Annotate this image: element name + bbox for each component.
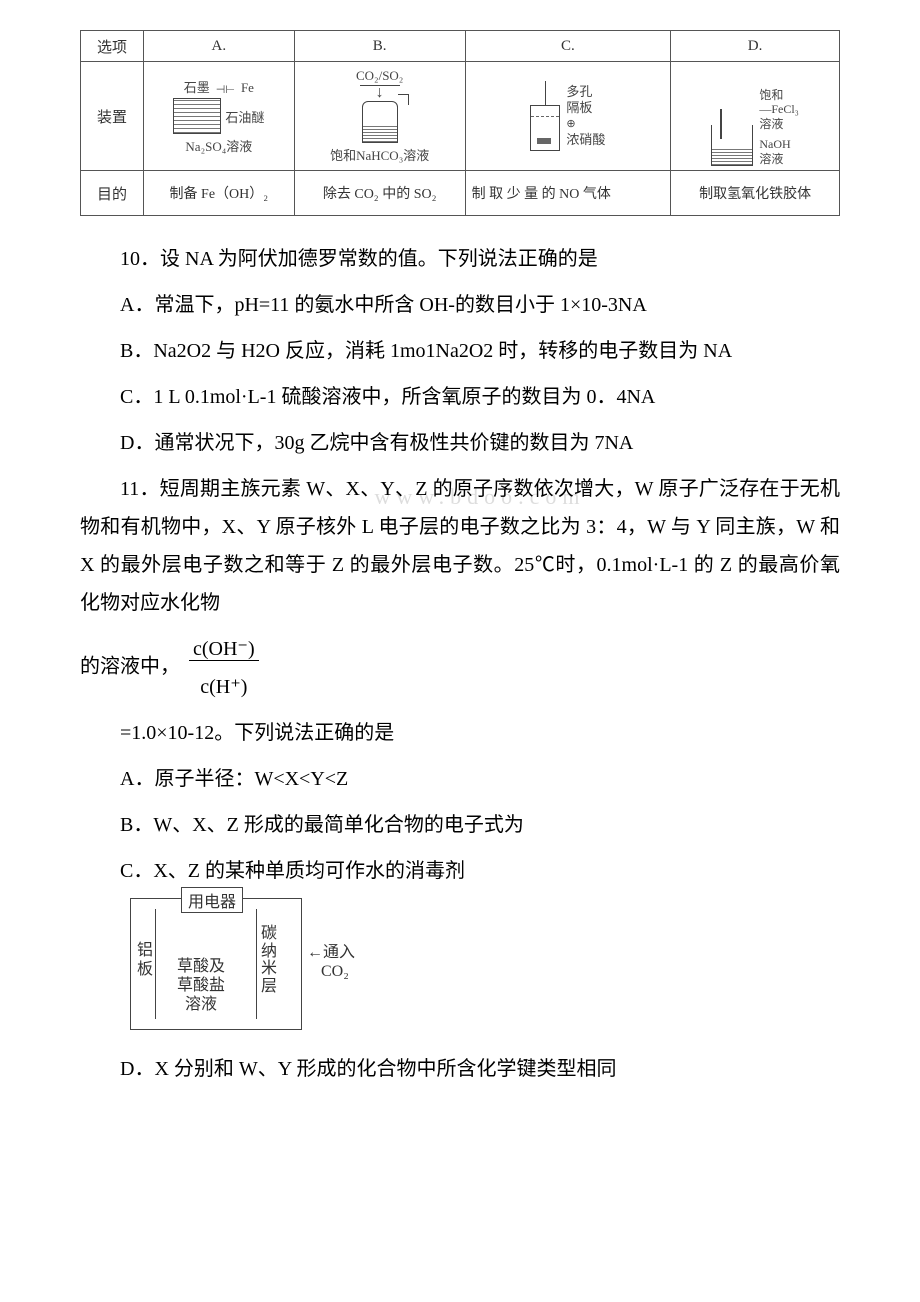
flask-icon: [362, 101, 398, 143]
circuit-left2: 板: [137, 960, 153, 979]
col-d: D.: [671, 31, 840, 62]
circuit-right: 碳 纳 米 层: [261, 925, 277, 995]
circuit-left1: 铝: [137, 941, 153, 960]
device-d: 饱和 —FeCl₃ 溶液 NaOH 溶液: [671, 62, 840, 171]
dev-b-l1: CO₂/SO₂: [356, 68, 403, 84]
frac-den: c(H⁺): [196, 676, 251, 698]
q11-frac-label: 的溶液中，: [80, 656, 180, 678]
tube-icon: [530, 105, 560, 151]
purpose-c: 制 取 少 量 的 NO 气体: [465, 171, 671, 216]
dev-b-l2: 饱和NaHCO₃溶液: [330, 145, 429, 164]
q11-stem-text: 11．短周期主族元素 W、X、Y、Z 的原子序数依次增大，W 原子广泛存在于无机…: [80, 478, 840, 614]
dev-d-l4: NaOH: [759, 137, 799, 151]
circuit-left: 铝 板: [137, 941, 153, 979]
q11-stem: www.bdoo.com 11．短周期主族元素 W、X、Y、Z 的原子序数依次增…: [80, 470, 840, 622]
purpose-a: 制备 Fe（OH）₂: [144, 171, 295, 216]
circuit-top: 用电器: [181, 887, 243, 913]
beaker-icon: [173, 98, 221, 134]
device-c: 多孔 隔板 ⊕ 浓硝酸: [465, 62, 671, 171]
q10-c: C．1 L 0.1mol·L-1 硫酸溶液中，所含氧原子的数目为 0．4NA: [80, 378, 840, 416]
circuit-mid: 草酸及 草酸盐 溶液: [177, 957, 225, 1015]
q11-b: B．W、X、Z 形成的最简单化合物的电子式为: [80, 806, 840, 844]
circuit-r2: 纳: [261, 943, 277, 961]
th-option: 选项: [81, 31, 144, 62]
circuit-r3: 米: [261, 960, 277, 978]
dev-d-l2: FeCl₃: [771, 102, 799, 116]
device-b: CO₂/SO₂ ↓ 饱和NaHCO₃溶液: [294, 62, 465, 171]
circuit-arrow1: 通入: [323, 944, 355, 961]
circuit-mid1: 草酸及: [177, 957, 225, 976]
device-a: 石墨 ⊣⊢ Fe 石油醚 Na₂SO₄溶液: [144, 62, 295, 171]
dev-a-l2: Fe: [241, 80, 254, 96]
circuit-diagram: 用电器 铝 板 草酸及 草酸盐 溶液 碳 纳 米 层 ←通入 CO₂: [130, 898, 840, 1030]
col-b: B.: [294, 31, 465, 62]
dev-a-l4: Na₂SO₄溶液: [185, 136, 252, 155]
circuit-r4: 层: [261, 978, 277, 996]
q11-a: A．原子半径：W<X<Y<Z: [80, 760, 840, 798]
circuit-arrow: ←通入 CO₂: [307, 943, 355, 981]
frac-num: c(OH⁻): [189, 638, 259, 661]
q11-frac-line: 的溶液中， c(OH⁻) c(H⁺): [80, 630, 840, 706]
fraction: c(OH⁻) c(H⁺): [189, 630, 259, 706]
circuit-r1: 碳: [261, 925, 277, 943]
dev-d-l1: 饱和: [759, 88, 799, 102]
dev-c-l1: 多孔: [566, 84, 605, 101]
dev-c-l4: 浓硝酸: [566, 132, 605, 149]
col-a: A.: [144, 31, 295, 62]
circuit-mid2: 草酸盐: [177, 976, 225, 995]
th-device: 装置: [81, 62, 144, 171]
dev-a-l3: 石油醚: [225, 107, 264, 126]
q10-a: A．常温下，pH=11 的氨水中所含 OH-的数目小于 1×10-3NA: [80, 286, 840, 324]
q10-d: D．通常状况下，30g 乙烷中含有极性共价键的数目为 7NA: [80, 424, 840, 462]
q11-cont: =1.0×10-12。下列说法正确的是: [80, 714, 840, 752]
dev-a-l1: 石墨: [184, 77, 210, 96]
q11-d: D．X 分别和 W、Y 形成的化合物中所含化学键类型相同: [80, 1050, 840, 1088]
dev-c-l2: 隔板: [566, 100, 605, 117]
dev-d-l5: 溶液: [759, 152, 799, 166]
q11-c: C．X、Z 的某种单质均可作水的消毒剂: [80, 852, 840, 890]
col-c: C.: [465, 31, 671, 62]
experiment-table: 选项 A. B. C. D. 装置 石墨 ⊣⊢ Fe 石油醚: [80, 30, 840, 216]
th-purpose: 目的: [81, 171, 144, 216]
circuit-mid3: 溶液: [177, 995, 225, 1014]
q10-b: B．Na2O2 与 H2O 反应，消耗 1mo1Na2O2 时，转移的电子数目为…: [80, 332, 840, 370]
beaker2-icon: [711, 125, 753, 166]
circuit-arrow2: CO₂: [307, 962, 355, 981]
dev-d-l3: 溶液: [759, 117, 799, 131]
q10-stem: 10．设 NA 为阿伏加德罗常数的值。下列说法正确的是: [80, 240, 840, 278]
purpose-d: 制取氢氧化铁胶体: [671, 171, 840, 216]
purpose-b: 除去 CO₂ 中的 SO₂: [294, 171, 465, 216]
